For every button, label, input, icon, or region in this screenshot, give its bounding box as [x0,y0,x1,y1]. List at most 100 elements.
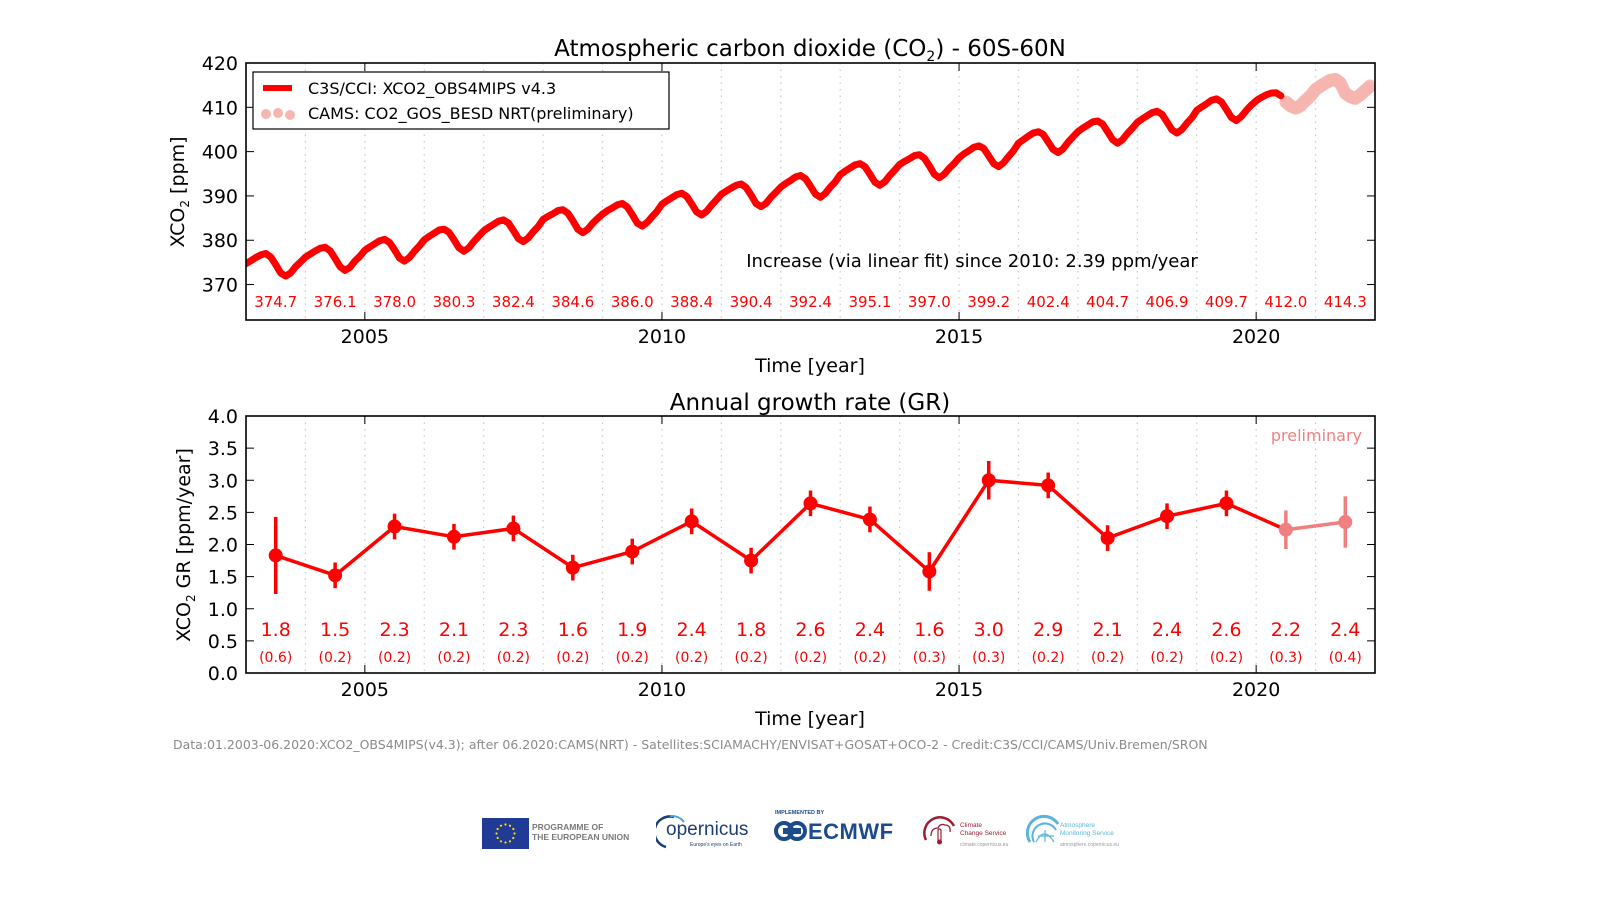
growth-rate-point [744,553,759,568]
x-tick-label: 2010 [638,326,686,348]
legend-swatch-cams-dot [273,108,283,118]
y-tick-label: 3.0 [208,470,238,492]
x-tick-label: 2005 [341,679,389,701]
annual-mean-label: 390.4 [730,293,773,311]
growth-rate-error-label: (0.2) [616,650,649,666]
y-tick-label: 1.5 [208,567,238,589]
x-tick-label: 2020 [1232,679,1280,701]
cams-point [1363,79,1375,93]
atmosphere-monitoring-service-icon [1026,814,1060,843]
growth-rate-point [328,568,343,583]
c3s-logo-text: Climate Change Service [960,822,1007,837]
growth-rate-value-label: 2.6 [1211,619,1241,641]
growth-rate-segment [868,518,931,573]
growth-rate-value-label: 1.5 [320,619,350,641]
series-group [246,72,1375,280]
annual-mean-label: 412.0 [1264,293,1307,311]
cams-url: atmosphere.copernicus.eu [1060,842,1119,848]
growth-rate-value-label: 2.1 [1092,619,1122,641]
growth-rate-value-label: 2.3 [498,619,528,641]
growth-rate-error-label: (0.2) [1210,650,1243,666]
annual-mean-label: 414.3 [1324,293,1367,311]
annual-mean-label: 392.4 [789,293,832,311]
growth-rate-error-label: (0.2) [1091,650,1124,666]
growth-rate-error-label: (0.2) [1150,650,1183,666]
c3s-url: climate.copernicus.eu [960,842,1009,848]
annual-mean-label: 402.4 [1027,293,1070,311]
c3s-series-line [246,89,1285,280]
eu-star [496,827,499,831]
growth-rate-value-label: 2.1 [439,619,469,641]
growth-rate-point [1160,509,1175,524]
eu-star [499,824,503,827]
ecmwf-symbol-icon [774,821,807,841]
bottom-chart-title: Annual growth rate (GR) [670,390,950,416]
growth-rate-value-label: 1.8 [736,619,766,641]
eu-flag-icon [482,818,529,849]
implemented-by-label: IMPLEMENTED BY [775,810,825,816]
y-tick-label: 1.0 [208,599,238,621]
growth-rate-value-label: 2.2 [1271,619,1301,641]
growth-rate-segment [690,519,753,563]
growth-rate-error-label: (0.2) [319,650,352,666]
top-chart-title: Atmospheric carbon dioxide (CO2) - 60S-6… [554,36,1066,65]
eu-programme-label: PROGRAMME OF THE EUROPEAN UNION [532,822,630,842]
growth-rate-point [803,496,818,511]
growth-rate-segment [927,479,991,573]
y-tick-label: 370 [202,275,238,297]
eu-star [508,840,512,843]
top-y-axis-label: XCO2 [ppm] [167,137,192,248]
growth-rate-value-label: 3.0 [974,619,1004,641]
y-tick-label: 410 [202,97,238,119]
y-tick-label: 0.5 [208,631,238,653]
bottom-series [268,460,1353,594]
growth-rate-value-label: 2.4 [677,619,707,641]
growth-rate-error-label: (0.2) [1032,650,1065,666]
growth-rate-value-label: 2.4 [855,619,885,641]
growth-rate-error-label: (0.2) [437,650,470,666]
annual-mean-label: 388.4 [670,293,713,311]
growth-rate-error-label: (0.2) [378,650,411,666]
annual-mean-label: 397.0 [908,293,951,311]
growth-rate-point [1041,478,1056,493]
growth-rate-value-label: 1.9 [617,619,647,641]
growth-rate-segment [453,526,514,539]
growth-rate-point [565,560,580,575]
eu-star [499,840,503,843]
y-tick-label: 400 [202,142,238,164]
growth-rate-point [506,521,521,536]
growth-rate-segment [1285,520,1346,532]
x-tick-label: 2005 [341,326,389,348]
logo-strip: PROGRAMME OF THE EUROPEAN UNION opernicus… [470,806,1150,856]
growth-rate-value-label: 1.8 [261,619,291,641]
data-credit-footer: Data:01.2003-06.2020:XCO2_OBS4MIPS(v4.3)… [173,737,1208,752]
preliminary-annotation: preliminary [1271,426,1362,445]
annual-mean-label: 376.1 [314,293,357,311]
bottom-y-axis-label: XCO2 GR [ppm/year] [173,448,198,642]
annual-mean-label: 380.3 [432,293,475,311]
growth-rate-error-label: (0.2) [853,650,886,666]
growth-rate-point [1338,515,1353,530]
x-tick-label: 2020 [1232,326,1280,348]
y-tick-label: 380 [202,230,238,252]
legend-label-c3s: C3S/CCI: XCO2_OBS4MIPS v4.3 [308,79,556,99]
annual-mean-labels: 374.7 376.1 378.0 380.3 382.4 384.6 386.0 388.4… [254,293,1367,311]
growth-rate-value-label: 2.4 [1330,619,1360,641]
growth-rate-error-label: (0.4) [1329,650,1362,666]
growth-rate-point [387,519,402,534]
eu-star [495,832,498,835]
legend-box [252,71,670,130]
copernicus-tagline: Europe's eyes on Earth [690,842,742,848]
eu-star [512,836,515,840]
growth-rate-point [862,512,877,527]
legend-swatch-cams-dot [261,109,271,119]
x-tick-label: 2015 [935,679,983,701]
growth-rate-point [446,529,461,544]
growth-rate-error-label: (0.2) [734,650,767,666]
eu-star [508,824,512,827]
growth-rate-error-label: (0.3) [972,650,1005,666]
annual-mean-label: 384.6 [551,293,594,311]
growth-rate-error-label: (0.3) [913,650,946,666]
growth-rate-error-label: (0.2) [675,650,708,666]
